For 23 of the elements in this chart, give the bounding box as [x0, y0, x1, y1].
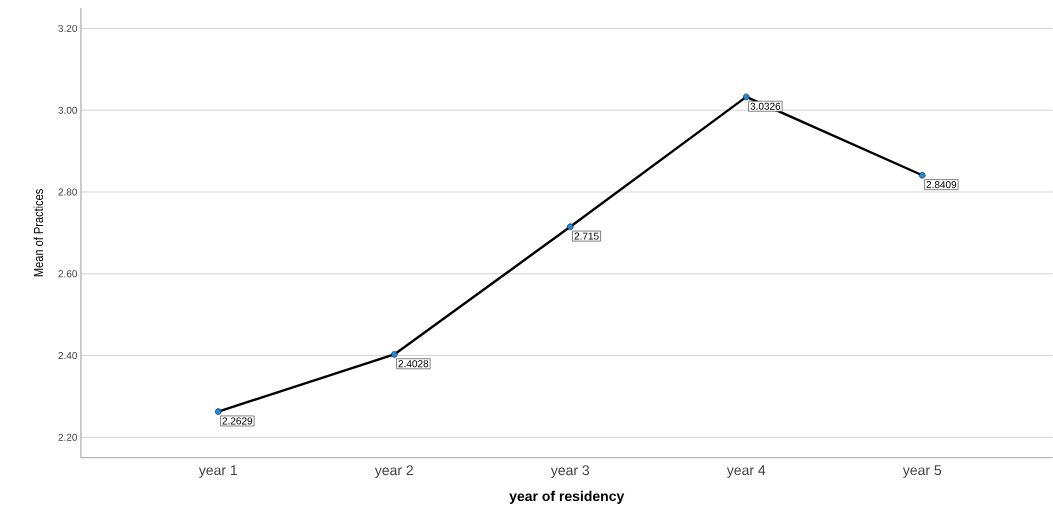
y-tick-label: 2.40 — [58, 352, 78, 360]
x-tick-label: year 2 — [374, 465, 413, 479]
data-label: 2.8409 — [926, 181, 957, 189]
y-tick-label: 2.20 — [58, 433, 78, 441]
point — [215, 408, 222, 415]
x-axis-title: year of residency — [509, 490, 625, 505]
point — [567, 223, 574, 231]
x-tick-label: year 3 — [550, 465, 590, 479]
data-label: 2.715 — [574, 232, 599, 240]
x-tick-label: year 5 — [902, 465, 942, 478]
y-tick-label: 2.80 — [58, 188, 78, 196]
data-label: 2.4028 — [398, 360, 429, 368]
point — [743, 93, 750, 101]
y-tick-label: 3.00 — [58, 106, 78, 114]
point — [919, 172, 926, 179]
data-label: 2.2629 — [222, 417, 253, 425]
y-axis-title: Mean of Practices — [33, 189, 44, 277]
x-tick-label: year 4 — [726, 465, 766, 478]
y-tick-label: 3.20 — [58, 25, 78, 33]
y-tick-label: 2.60 — [58, 270, 78, 278]
data-label: 3.0326 — [750, 102, 781, 110]
x-tick-label: year 1 — [198, 465, 237, 478]
point — [391, 351, 398, 358]
